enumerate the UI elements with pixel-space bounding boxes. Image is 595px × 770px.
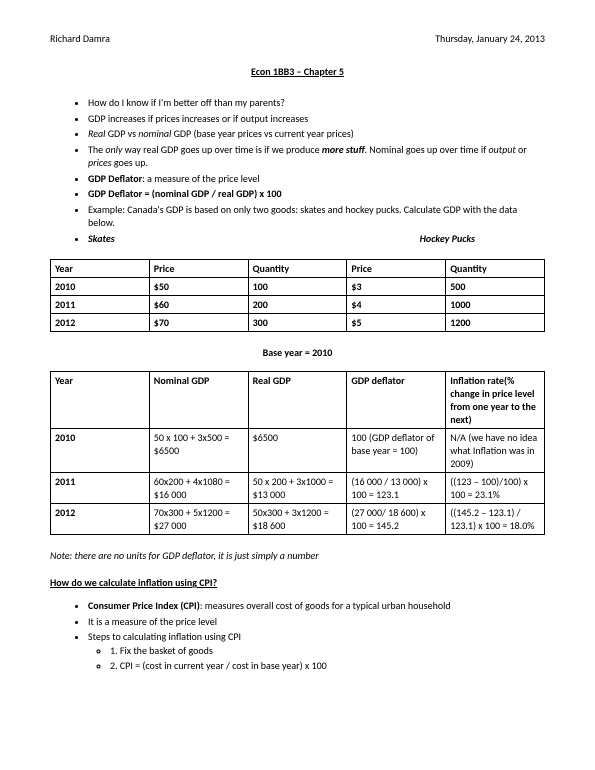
- cell: 50 x 200 + 3x1000 = $13 000: [248, 473, 347, 504]
- text-bold: Consumer Price Index (CPI): [88, 599, 200, 612]
- text: Steps to calculating inflation using CPI: [88, 630, 241, 643]
- text: : a measure of the price level: [142, 172, 259, 185]
- cell: 50 x 100 + 3x500 = $6500: [149, 429, 248, 473]
- sub-bullet-item: 2. CPI = (cost in current year / cost in…: [110, 659, 545, 673]
- col-header: Quantity: [248, 260, 347, 278]
- table-row: 2010 50 x 100 + 3x500 = $6500 $6500 100 …: [51, 429, 545, 473]
- bullet-item: How do I know if I'm better off than my …: [88, 96, 545, 110]
- cell: 60x200 + 4x1080 = $16 000: [149, 473, 248, 504]
- bullet-item: GDP increases if prices increases or if …: [88, 112, 545, 126]
- cell: $70: [149, 314, 248, 332]
- table-header-row: Year Nominal GDP Real GDP GDP deflator I…: [51, 372, 545, 429]
- cell: 1000: [446, 296, 545, 314]
- text: . Nominal goes up over time if: [364, 143, 488, 156]
- document-page: Richard Damra Thursday, January 24, 2013…: [0, 0, 595, 719]
- cell: (16 000 / 13 000) x 100 = 123.1: [347, 473, 446, 504]
- document-date: Thursday, January 24, 2013: [435, 32, 545, 45]
- cell: 100 (GDP deflator of base year = 100): [347, 429, 446, 473]
- text: GDP vs: [105, 127, 138, 140]
- bullet-item: Skates Hockey Pucks: [88, 232, 545, 246]
- cell: 500: [446, 278, 545, 296]
- note-text: Note: there are no units for GDP deflato…: [50, 549, 545, 562]
- cpi-list: Consumer Price Index (CPI): measures ove…: [50, 599, 545, 673]
- text-bold-italic: more stuff: [322, 143, 365, 156]
- author-name: Richard Damra: [50, 32, 110, 45]
- bullet-item: Steps to calculating inflation using CPI…: [88, 630, 545, 673]
- sub-list: 1. Fix the basket of goods 2. CPI = (cos…: [88, 644, 545, 673]
- bullet-item: The only way real GDP goes up over time …: [88, 143, 545, 170]
- col-header: Year: [51, 372, 150, 429]
- label-skates: Skates: [88, 232, 115, 246]
- col-header: Nominal GDP: [149, 372, 248, 429]
- price-quantity-table: Year Price Quantity Price Quantity 2010 …: [50, 259, 545, 332]
- page-header: Richard Damra Thursday, January 24, 2013: [50, 32, 545, 45]
- bullet-item: Consumer Price Index (CPI): measures ove…: [88, 599, 545, 613]
- table-row: 2012 70x300 + 5x1200 = $27 000 50x300 + …: [51, 504, 545, 535]
- col-header: Year: [51, 260, 150, 278]
- cell: 200: [248, 296, 347, 314]
- table-row: 2010 $50 100 $3 500: [51, 278, 545, 296]
- text: GDP (base year prices vs current year pr…: [171, 127, 354, 140]
- cell: ((145.2 – 123.1) / 123.1) x 100 = 18.0%: [446, 504, 545, 535]
- bullet-item: GDP Deflator: a measure of the price lev…: [88, 172, 545, 186]
- text: : measures overall cost of goods for a t…: [200, 599, 451, 612]
- cell: 2010: [51, 429, 150, 473]
- cell: $50: [149, 278, 248, 296]
- text-italic: Real: [88, 127, 105, 140]
- cell: 300: [248, 314, 347, 332]
- cell: 1200: [446, 314, 545, 332]
- cell: $6500: [248, 429, 347, 473]
- cell: 50x300 + 3x1200 = $18 600: [248, 504, 347, 535]
- cell: N/A (we have no idea what Inflation was …: [446, 429, 545, 473]
- cell: 2011: [51, 296, 150, 314]
- text-italic: output: [488, 143, 515, 156]
- document-title: Econ 1BB3 – Chapter 5: [50, 65, 545, 78]
- gdp-calculation-table: Year Nominal GDP Real GDP GDP deflator I…: [50, 371, 545, 535]
- sub-bullet-item: 1. Fix the basket of goods: [110, 644, 545, 658]
- cell: $5: [347, 314, 446, 332]
- table-row: 2011 $60 200 $4 1000: [51, 296, 545, 314]
- section-heading: How do we calculate inflation using CPI?: [50, 576, 545, 589]
- col-header: Quantity: [446, 260, 545, 278]
- col-header: Inflation rate(% change in price level f…: [446, 372, 545, 429]
- text: goes up.: [112, 156, 148, 169]
- cell: $3: [347, 278, 446, 296]
- col-header: Real GDP: [248, 372, 347, 429]
- col-header: Price: [149, 260, 248, 278]
- text: way real GDP goes up over time is if we …: [122, 143, 321, 156]
- cell: 2010: [51, 278, 150, 296]
- cell: (27 000/ 18 600) x 100 = 145.2: [347, 504, 446, 535]
- table-header-row: Year Price Quantity Price Quantity: [51, 260, 545, 278]
- cell: 2011: [51, 473, 150, 504]
- table-row: 2011 60x200 + 4x1080 = $16 000 50 x 200 …: [51, 473, 545, 504]
- bullet-item: It is a measure of the price level: [88, 615, 545, 629]
- text: The: [88, 143, 105, 156]
- text-italic: only: [105, 143, 122, 156]
- cell: 2012: [51, 314, 150, 332]
- bullet-item: Example: Canada's GDP is based on only t…: [88, 203, 545, 230]
- text-italic: prices: [88, 156, 112, 169]
- text: or: [516, 143, 527, 156]
- bullet-item: GDP Deflator = (nominal GDP / real GDP) …: [88, 187, 545, 201]
- cell: $4: [347, 296, 446, 314]
- base-year-label: Base year = 2010: [50, 346, 545, 359]
- col-header: Price: [347, 260, 446, 278]
- cell: ((123 – 100)/100) x 100 = 23.1%: [446, 473, 545, 504]
- col-header: GDP deflator: [347, 372, 446, 429]
- table-row: 2012 $70 300 $5 1200: [51, 314, 545, 332]
- cell: 70x300 + 5x1200 = $27 000: [149, 504, 248, 535]
- cell: 2012: [51, 504, 150, 535]
- cell: $60: [149, 296, 248, 314]
- bullet-item: Real GDP vs nominal GDP (base year price…: [88, 127, 545, 141]
- text-italic: nominal: [138, 127, 171, 140]
- content-list: How do I know if I'm better off than my …: [50, 96, 545, 245]
- cell: 100: [248, 278, 347, 296]
- label-hockey-pucks: Hockey Pucks: [420, 232, 475, 246]
- text-bold: GDP Deflator: [88, 172, 142, 185]
